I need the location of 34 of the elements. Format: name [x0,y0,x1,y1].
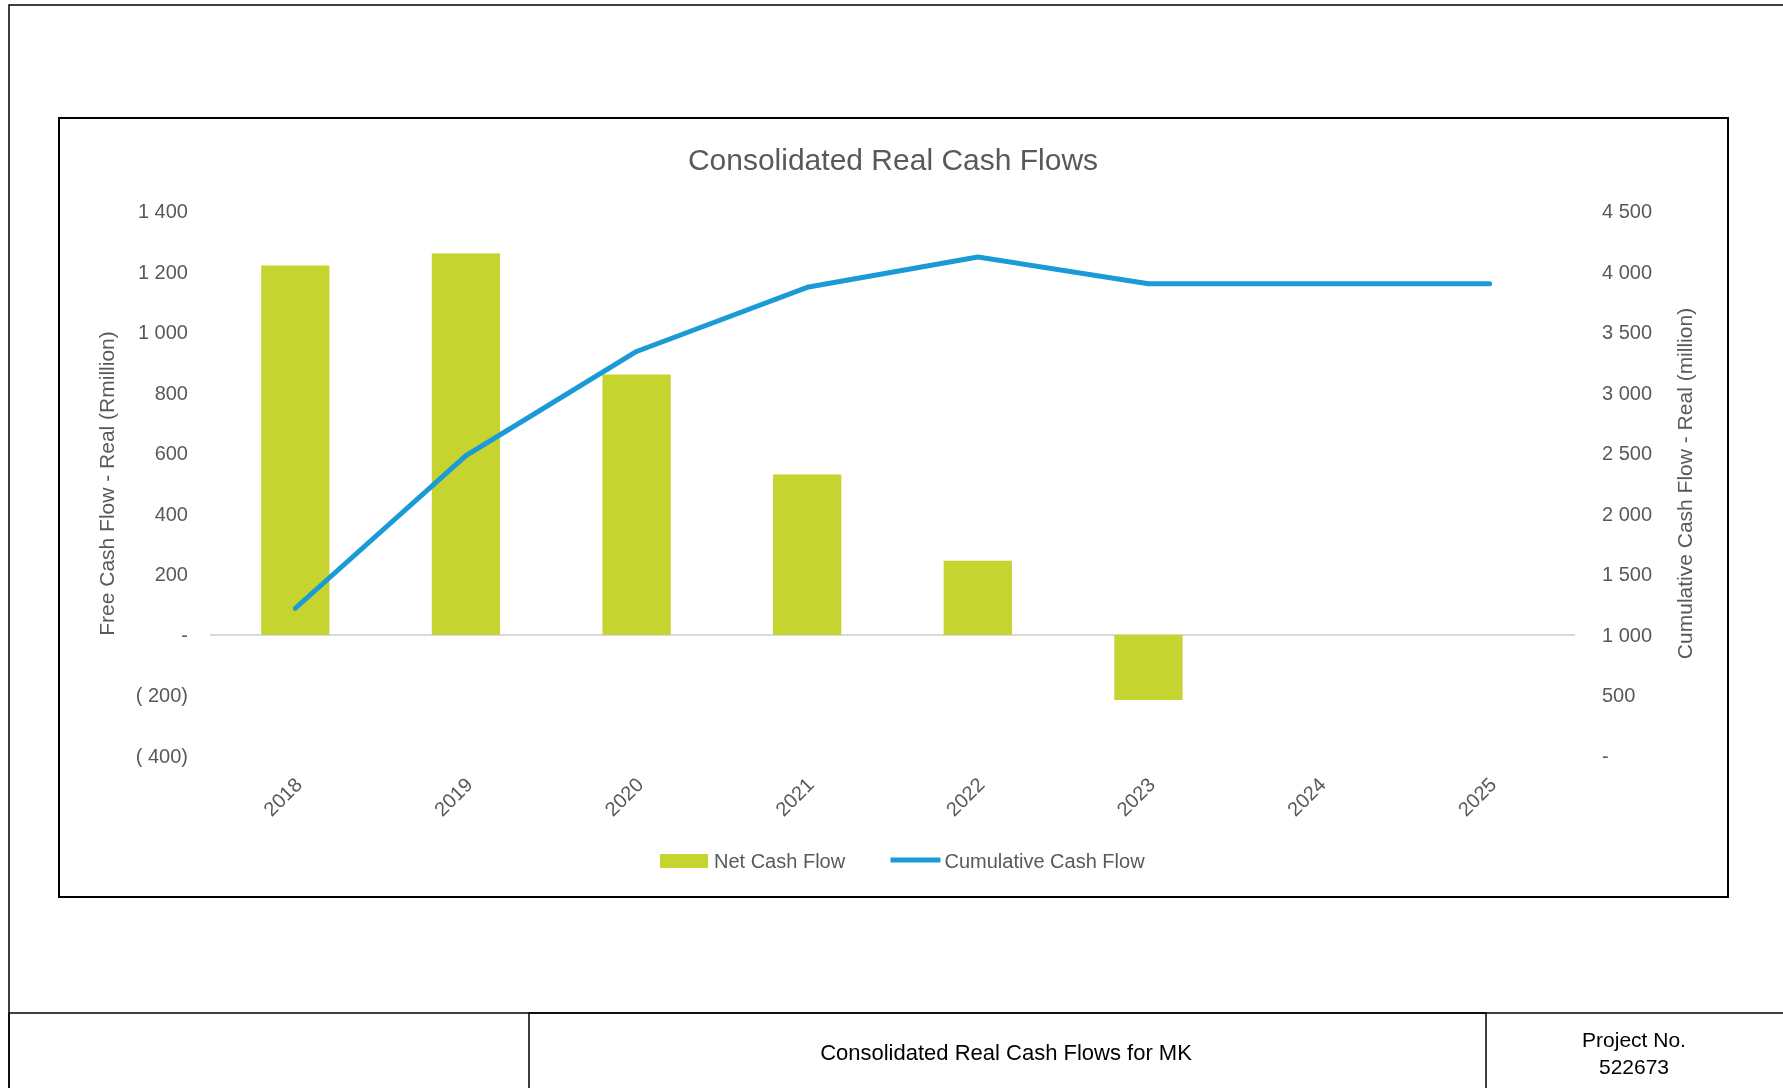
y2-axis-title: Cumulative Cash Flow - Real (million) [1673,307,1696,660]
y2-tick-label: 4 000 [1602,260,1653,283]
y2-tick-label: 1 000 [1602,623,1653,646]
y2-tick-label: 2 000 [1602,502,1653,525]
bar [943,560,1012,635]
y-tick-label: ( 200) [135,684,188,707]
y-tick-label: 1 000 [137,321,188,344]
bar [261,265,330,635]
y2-tick-label: 1 500 [1602,563,1653,586]
y2-tick-label: 500 [1602,684,1636,707]
y2-tick-label: 4 500 [1602,200,1653,222]
text: 522673 [1598,1055,1670,1078]
y-tick-label: - [181,623,188,646]
y2-tick-label: 3 000 [1602,381,1653,404]
text: Consolidated Real Cash Flows for MK [820,1040,1193,1065]
y2-tick-label: - [1602,745,1609,767]
bar [1114,634,1183,700]
bar [773,474,842,635]
y-tick-label: 600 [154,442,188,465]
legend-label: Net Cash Flow [714,850,846,872]
y-tick-label: 200 [154,563,188,586]
bar [602,374,671,635]
y-tick-label: 400 [154,502,188,525]
y-tick-label: 1 200 [137,260,188,283]
y-tick-label: 800 [154,381,188,404]
chart-title: Consolidated Real Cash Flows [687,143,1099,176]
y-tick-label: 1 400 [137,200,188,222]
y2-tick-label: 3 500 [1602,321,1653,344]
y-axis-title: Free Cash Flow - Real (Rmillion) [95,331,118,636]
y2-tick-label: 2 500 [1602,442,1653,465]
legend-label: Cumulative Cash Flow [944,850,1146,872]
text: Project No. [1582,1028,1686,1051]
bar [431,253,501,635]
y-tick-label: ( 400) [135,745,188,767]
